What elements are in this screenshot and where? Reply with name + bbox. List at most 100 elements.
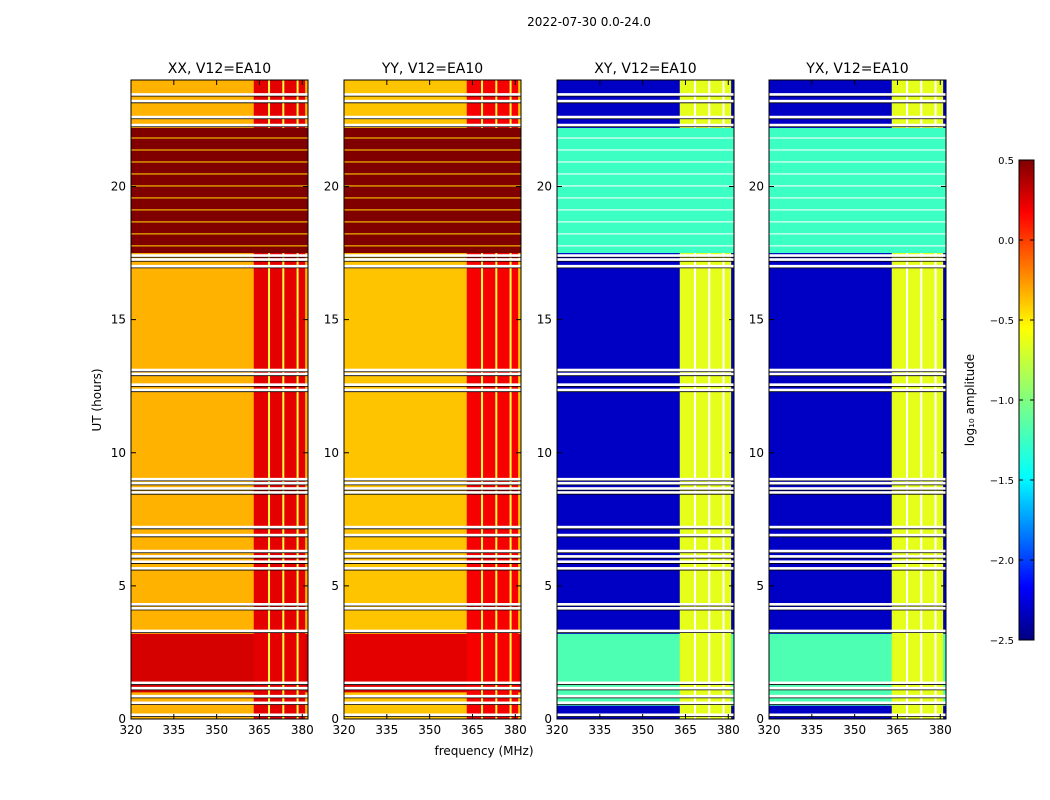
flagged-row bbox=[344, 560, 521, 564]
flagged-row bbox=[131, 258, 308, 262]
flagged-row bbox=[557, 701, 734, 705]
flagged-row bbox=[769, 254, 946, 258]
heatmap-block-stripe bbox=[344, 137, 521, 139]
y-tick-label: 20 bbox=[537, 180, 552, 194]
heatmap-block-stripe bbox=[557, 209, 734, 211]
flagged-row bbox=[557, 254, 734, 258]
x-tick-label: 380 bbox=[291, 723, 314, 737]
flagged-row bbox=[131, 368, 308, 372]
flagged-row bbox=[557, 388, 734, 392]
flagged-row bbox=[557, 681, 734, 685]
flagged-row bbox=[344, 477, 521, 481]
heatmap-block-stripe bbox=[769, 185, 946, 187]
flagged-row bbox=[769, 93, 946, 97]
flagged-row bbox=[769, 694, 946, 698]
flagged-row bbox=[769, 525, 946, 529]
y-axis-label: UT (hours) bbox=[90, 368, 104, 431]
heatmap-block-stripe bbox=[344, 197, 521, 199]
colorbar-tick-label: 0.5 bbox=[998, 156, 1014, 167]
flagged-row bbox=[131, 686, 308, 690]
flagged-row bbox=[344, 264, 521, 268]
flagged-row bbox=[557, 491, 734, 495]
flagged-row bbox=[557, 686, 734, 690]
flagged-row bbox=[344, 607, 521, 611]
flagged-row bbox=[769, 567, 946, 571]
y-tick-label: 20 bbox=[324, 180, 339, 194]
flagged-row bbox=[131, 491, 308, 495]
flagged-row bbox=[769, 481, 946, 485]
heatmap-channel-stripe bbox=[906, 80, 909, 719]
flagged-row bbox=[344, 383, 521, 387]
flagged-row bbox=[131, 629, 308, 633]
flagged-row bbox=[131, 388, 308, 392]
flagged-row bbox=[344, 567, 521, 571]
heatmap-block-stripe bbox=[769, 233, 946, 235]
heatmap-block-stripe bbox=[557, 221, 734, 223]
flagged-row bbox=[557, 694, 734, 698]
flagged-row bbox=[131, 525, 308, 529]
flagged-row bbox=[131, 555, 308, 559]
flagged-row bbox=[769, 533, 946, 537]
flagged-row bbox=[131, 372, 308, 376]
colorbar: −2.5 −2.0 −1.5 −1.0 −0.5 0.0 0.5 log₁₀ amplitu… bbox=[963, 156, 1035, 647]
flagged-row bbox=[344, 549, 521, 553]
y-tick-label: 5 bbox=[118, 579, 126, 593]
x-axis-label: frequency (MHz) bbox=[434, 744, 533, 758]
flagged-row bbox=[557, 487, 734, 491]
x-tick-label: 365 bbox=[886, 723, 909, 737]
y-tick-label: 15 bbox=[537, 313, 552, 327]
heatmap-block-stripe bbox=[769, 245, 946, 247]
heatmap-channel-stripe bbox=[282, 80, 285, 719]
flagged-row bbox=[557, 549, 734, 553]
x-tick-label: 320 bbox=[120, 723, 143, 737]
flagged-row bbox=[557, 525, 734, 529]
flagged-row bbox=[557, 368, 734, 372]
heatmap-block-stripe bbox=[344, 149, 521, 151]
flagged-row bbox=[769, 603, 946, 607]
flagged-row bbox=[344, 694, 521, 698]
x-tick-label: 335 bbox=[162, 723, 185, 737]
y-tick-label: 0 bbox=[331, 712, 339, 726]
flagged-row bbox=[557, 533, 734, 537]
panel-frame bbox=[768, 79, 947, 720]
x-tick-label: 380 bbox=[929, 723, 952, 737]
heatmap-block-stripe bbox=[769, 137, 946, 139]
heatmap-channel-stripe bbox=[495, 80, 498, 719]
flagged-row bbox=[557, 383, 734, 387]
panel-title: YY, V12=EA10 bbox=[381, 61, 483, 77]
flagged-row bbox=[557, 99, 734, 103]
flagged-row bbox=[769, 368, 946, 372]
x-tick-label: 365 bbox=[248, 723, 271, 737]
flagged-row bbox=[769, 491, 946, 495]
flagged-row bbox=[131, 481, 308, 485]
x-tick-label: 335 bbox=[588, 723, 611, 737]
y-tick-label: 0 bbox=[544, 712, 552, 726]
panel-title: XY, V12=EA10 bbox=[594, 61, 696, 77]
heatmap-channel-stripe bbox=[934, 80, 937, 719]
flagged-row bbox=[344, 123, 521, 127]
flagged-row bbox=[557, 477, 734, 481]
heatmap-channel-stripe bbox=[708, 80, 711, 719]
panel-frame bbox=[556, 79, 735, 720]
x-tick-label: 350 bbox=[418, 723, 441, 737]
heatmap-block-stripe bbox=[557, 173, 734, 175]
heatmap-block-stripe bbox=[769, 149, 946, 151]
heatmap-block-stripe bbox=[131, 197, 308, 199]
flagged-row bbox=[131, 477, 308, 481]
heatmap-block-stripe bbox=[557, 233, 734, 235]
heatmap-channel-stripe bbox=[920, 80, 923, 719]
flagged-row bbox=[131, 383, 308, 387]
colorbar-tick-label: −2.0 bbox=[990, 556, 1014, 567]
flagged-row bbox=[344, 701, 521, 705]
colorbar-label: log₁₀ amplitude bbox=[963, 354, 977, 446]
flagged-row bbox=[769, 686, 946, 690]
y-tick-label: 5 bbox=[544, 579, 552, 593]
y-tick-label: 15 bbox=[324, 313, 339, 327]
x-tick-label: 320 bbox=[546, 723, 569, 737]
heatmap-channel-stripe bbox=[481, 80, 484, 719]
heatmap-block-stripe bbox=[344, 209, 521, 211]
x-tick-label: 350 bbox=[631, 723, 654, 737]
flagged-row bbox=[769, 383, 946, 387]
flagged-row bbox=[557, 607, 734, 611]
flagged-row bbox=[769, 477, 946, 481]
